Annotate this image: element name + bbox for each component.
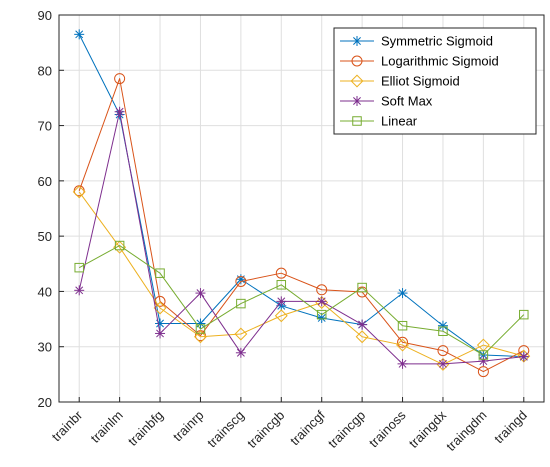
y-tick-label: 20 xyxy=(38,395,52,410)
data-point xyxy=(114,73,126,85)
data-point xyxy=(74,262,84,273)
x-tick-label: traincgb xyxy=(244,408,287,451)
data-point xyxy=(438,326,448,336)
data-point xyxy=(478,356,489,367)
legend-marker xyxy=(351,55,363,67)
series-line xyxy=(78,245,525,356)
legend-label: Symmetric Sigmoid xyxy=(381,34,493,49)
data-point xyxy=(355,330,369,344)
data-point xyxy=(235,274,246,285)
x-tick-label: traincgp xyxy=(325,408,368,451)
x-tick-label: traingd xyxy=(491,408,530,447)
y-tick-label: 70 xyxy=(38,119,52,134)
x-axis: trainbr trainlm trainbfg trainrptrainscgtra… xyxy=(49,397,530,454)
data-point xyxy=(275,267,287,279)
legend-label: Linear xyxy=(381,114,418,129)
legend-marker xyxy=(352,36,362,46)
legend-item: Soft Max xyxy=(340,94,433,109)
data-point xyxy=(477,366,489,378)
legend-marker xyxy=(352,96,362,106)
x-tick-label: trainrp xyxy=(170,408,207,445)
data-point xyxy=(74,29,85,40)
data-point xyxy=(396,338,409,352)
x-tick-label: trainbfg xyxy=(125,408,166,449)
legend-label: Logarithmic Sigmoid xyxy=(381,54,499,69)
grid-lines xyxy=(59,14,544,403)
data-point xyxy=(114,106,125,117)
legend-label: Elliot Sigmoid xyxy=(381,74,460,89)
data-point xyxy=(276,296,287,307)
data-point xyxy=(397,336,409,348)
data-point xyxy=(357,319,368,330)
series-line xyxy=(78,111,524,365)
data-point xyxy=(316,312,327,323)
data-point xyxy=(155,268,165,278)
legend-item: Elliot Sigmoid xyxy=(340,74,460,89)
data-point xyxy=(114,240,125,251)
y-tick-label: 40 xyxy=(38,284,52,299)
data-point xyxy=(357,282,367,293)
data-point xyxy=(74,285,85,296)
x-tick-label: traincgf xyxy=(287,407,328,448)
data-point xyxy=(276,280,287,290)
series-4 xyxy=(74,240,529,360)
data-point xyxy=(518,351,529,362)
legend-item: Symmetric Sigmoid xyxy=(340,34,493,49)
legend-item: Linear xyxy=(340,114,418,129)
plot-area-frame xyxy=(58,14,545,403)
data-point xyxy=(316,284,328,296)
data-point xyxy=(315,296,329,309)
x-tick-label: traingdm xyxy=(443,408,489,454)
legend: Symmetric Sigmoid Logarithmic Sigmoid Elli… xyxy=(333,27,537,135)
data-point xyxy=(155,318,166,329)
data-point xyxy=(155,328,166,339)
y-tick-label: 30 xyxy=(38,340,52,355)
y-tick-label: 50 xyxy=(38,229,52,244)
data-point xyxy=(397,320,408,331)
series-3 xyxy=(74,106,529,369)
data-point xyxy=(519,309,529,320)
data-point xyxy=(195,288,206,299)
legend-item: Logarithmic Sigmoid xyxy=(340,54,499,69)
data-point xyxy=(234,327,248,341)
data-point xyxy=(195,324,206,334)
x-tick-label: trainbr xyxy=(49,407,86,444)
data-point xyxy=(72,185,86,199)
series-line xyxy=(78,191,524,365)
x-tick-label: trainscg xyxy=(204,408,247,451)
data-point xyxy=(316,296,327,307)
legend-marker xyxy=(352,116,362,126)
series-2 xyxy=(72,185,531,371)
data-point xyxy=(437,320,448,331)
x-tick-label: trainoss xyxy=(366,407,409,450)
data-point xyxy=(517,349,531,363)
data-point xyxy=(397,288,408,299)
data-point xyxy=(274,309,288,323)
data-point xyxy=(236,298,246,309)
y-tick-label: 80 xyxy=(38,63,52,78)
data-point xyxy=(235,275,247,287)
legend-label: Soft Max xyxy=(381,94,433,109)
data-point xyxy=(153,301,167,315)
series-lines xyxy=(72,29,531,378)
series-line xyxy=(78,34,524,358)
y-tick-label: 90 xyxy=(38,8,52,23)
y-tick-label: 60 xyxy=(38,174,52,189)
legend-marker xyxy=(350,74,364,88)
data-point xyxy=(397,358,408,369)
data-point xyxy=(316,309,327,320)
data-point xyxy=(437,345,449,357)
data-point xyxy=(437,358,448,369)
data-point xyxy=(194,330,207,344)
data-point xyxy=(436,357,450,371)
data-point xyxy=(235,347,246,358)
x-tick-label: trainlm xyxy=(88,408,126,446)
series-line xyxy=(78,78,525,373)
data-point xyxy=(478,350,489,360)
y-axis: 20 30 40 50 60 70 80 90 xyxy=(38,8,64,410)
